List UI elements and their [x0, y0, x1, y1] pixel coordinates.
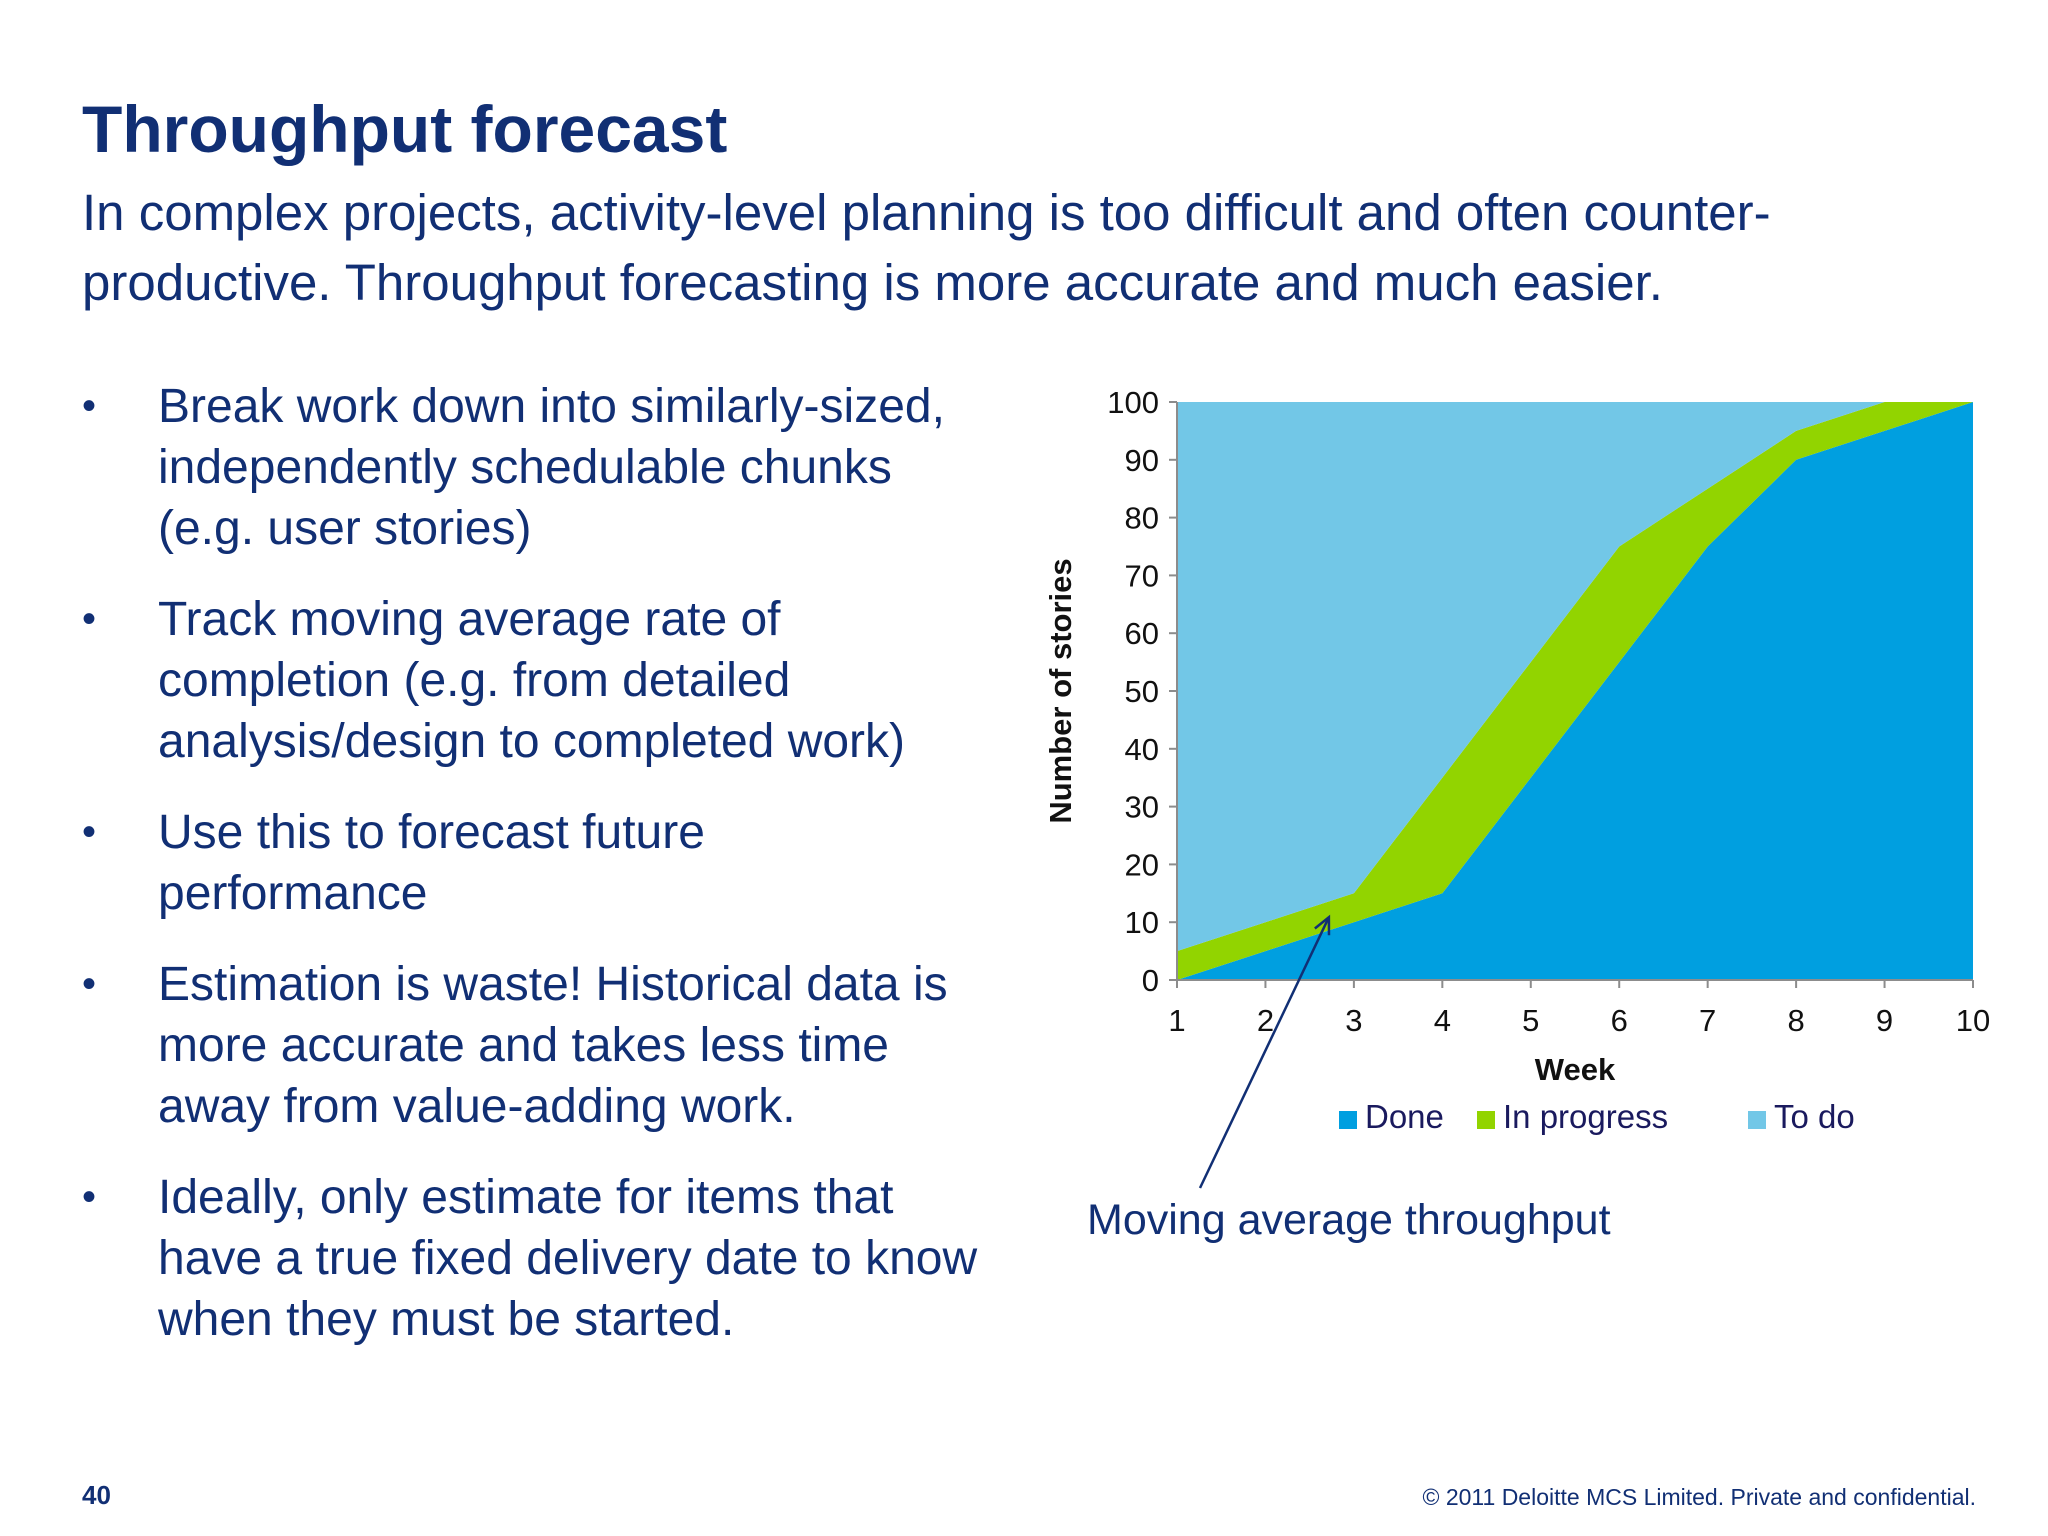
- y-tick-label: 70: [1125, 558, 1159, 593]
- bullet-item: • Estimation is waste! Historical data i…: [82, 954, 982, 1137]
- area-in-progress: [1177, 402, 1973, 980]
- x-tick-label: 8: [1787, 1003, 1804, 1038]
- y-tick-label: 40: [1125, 732, 1159, 767]
- bullet-item: • Break work down into similarly-sized, …: [82, 376, 982, 559]
- bullet-text: Ideally, only estimate for items that ha…: [158, 1171, 978, 1346]
- y-tick-label: 10: [1125, 905, 1159, 940]
- x-tick-label: 6: [1611, 1003, 1628, 1038]
- legend-label-in-progress: In progress: [1503, 1098, 1668, 1135]
- bullet-item: • Use this to forecast future performanc…: [82, 802, 982, 924]
- y-tick-label: 90: [1125, 443, 1159, 478]
- slide-title: Throughput forecast: [82, 92, 728, 166]
- bullet-icon: •: [82, 597, 97, 641]
- x-tick-label: 9: [1876, 1003, 1893, 1038]
- footer-copyright: © 2011 Deloitte MCS Limited. Private and…: [1422, 1484, 1976, 1510]
- bullet-item: • Ideally, only estimate for items that …: [82, 1167, 982, 1350]
- legend-label-done: Done: [1365, 1098, 1444, 1135]
- x-tick-label: 4: [1434, 1003, 1451, 1038]
- x-tick-label: 10: [1956, 1003, 1990, 1038]
- x-tick-label: 3: [1345, 1003, 1362, 1038]
- bullet-text: Track moving average rate of completion …: [158, 593, 906, 768]
- y-axis-title: Number of stories: [1043, 558, 1078, 823]
- page-number: 40: [82, 1480, 111, 1510]
- bullet-item: • Track moving average rate of completio…: [82, 589, 982, 772]
- slide-subtitle: In complex projects, activity-level plan…: [82, 184, 1771, 311]
- y-tick-label: 60: [1125, 616, 1159, 651]
- y-tick-label: 80: [1125, 501, 1159, 536]
- area-done: [1177, 402, 1973, 980]
- x-axis-title: Week: [1535, 1052, 1616, 1087]
- bullet-text: Use this to forecast future performance: [158, 806, 705, 920]
- area-to-do: [1177, 402, 1973, 952]
- legend-label-to-do: To do: [1774, 1098, 1855, 1135]
- x-tick-label: 2: [1257, 1003, 1274, 1038]
- annotation-arrowhead: [1314, 914, 1331, 936]
- y-tick-label: 0: [1142, 963, 1159, 998]
- bullet-icon: •: [82, 962, 97, 1006]
- bullet-icon: •: [82, 384, 97, 428]
- legend-swatch-in-progress: [1477, 1111, 1495, 1129]
- x-tick-label: 5: [1522, 1003, 1539, 1038]
- y-tick-label: 30: [1125, 790, 1159, 825]
- annotation-arrow-line: [1198, 916, 1331, 1189]
- bullet-icon: •: [82, 810, 97, 854]
- y-tick-label: 50: [1125, 674, 1159, 709]
- bullet-list: • Break work down into similarly-sized, …: [82, 376, 982, 1380]
- bullet-text: Break work down into similarly-sized, in…: [158, 380, 945, 555]
- legend-swatch-done: [1339, 1111, 1357, 1129]
- legend-swatch-to-do: [1748, 1111, 1766, 1129]
- bullet-text: Estimation is waste! Historical data is …: [158, 958, 948, 1133]
- x-tick-label: 1: [1168, 1003, 1185, 1038]
- x-tick-label: 7: [1699, 1003, 1716, 1038]
- y-tick-label: 20: [1125, 847, 1159, 882]
- y-tick-label: 100: [1107, 385, 1159, 420]
- bullet-icon: •: [82, 1175, 97, 1219]
- annotation-label: Moving average throughput: [1087, 1196, 1611, 1244]
